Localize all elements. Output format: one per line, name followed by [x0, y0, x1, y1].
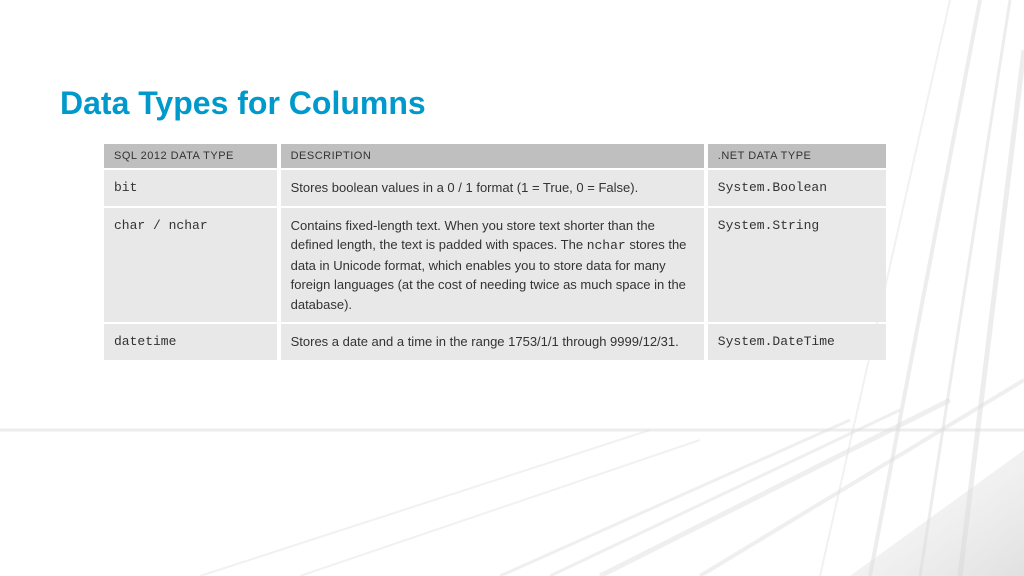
cell-description: Stores boolean values in a 0 / 1 format … [281, 170, 704, 206]
table-row: bit Stores boolean values in a 0 / 1 for… [104, 170, 886, 206]
table-row: datetime Stores a date and a time in the… [104, 324, 886, 360]
column-header-net: .NET DATA TYPE [708, 144, 886, 168]
cell-description: Stores a date and a time in the range 17… [281, 324, 704, 360]
page-title: Data Types for Columns [60, 85, 964, 122]
cell-net-type: System.DateTime [708, 324, 886, 360]
cell-net-type: System.Boolean [708, 170, 886, 206]
cell-description: Contains fixed-length text. When you sto… [281, 208, 704, 323]
cell-sql-type: bit [104, 170, 277, 206]
table-header-row: SQL 2012 DATA TYPE DESCRIPTION .NET DATA… [104, 144, 886, 168]
column-header-sql: SQL 2012 DATA TYPE [104, 144, 277, 168]
table-row: char / nchar Contains fixed-length text.… [104, 208, 886, 323]
cell-sql-type: char / nchar [104, 208, 277, 323]
column-header-description: DESCRIPTION [281, 144, 704, 168]
cell-sql-type: datetime [104, 324, 277, 360]
data-types-table: SQL 2012 DATA TYPE DESCRIPTION .NET DATA… [100, 142, 890, 362]
cell-net-type: System.String [708, 208, 886, 323]
slide-content: Data Types for Columns SQL 2012 DATA TYP… [0, 0, 1024, 362]
